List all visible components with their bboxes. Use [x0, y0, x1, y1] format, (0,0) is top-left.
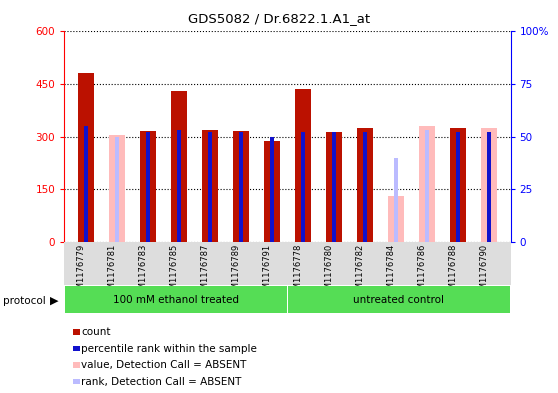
Text: GSM1176785: GSM1176785: [170, 244, 179, 300]
Text: ▶: ▶: [50, 296, 59, 306]
Bar: [450, 128, 465, 242]
Bar: [326, 132, 341, 242]
Bar: [295, 89, 311, 242]
Text: 100 mM ethanol treated: 100 mM ethanol treated: [113, 295, 239, 305]
Text: count: count: [81, 327, 110, 337]
Bar: [177, 130, 181, 242]
Bar: [363, 132, 367, 242]
Bar: [332, 132, 336, 242]
Bar: [419, 126, 435, 242]
Text: value, Detection Call = ABSENT: value, Detection Call = ABSENT: [81, 360, 247, 370]
Bar: [481, 128, 497, 242]
Text: GSM1176780: GSM1176780: [325, 244, 334, 300]
Text: GSM1176787: GSM1176787: [201, 244, 210, 300]
Text: GSM1176784: GSM1176784: [387, 244, 396, 300]
Bar: [270, 136, 274, 242]
Text: GSM1176781: GSM1176781: [108, 244, 117, 300]
Bar: [78, 73, 94, 242]
Bar: [171, 91, 186, 242]
Bar: [456, 132, 460, 242]
Bar: [115, 136, 119, 242]
Bar: [140, 131, 156, 242]
Bar: [264, 141, 280, 242]
Bar: [208, 132, 211, 242]
Bar: [301, 132, 305, 242]
Text: GSM1176783: GSM1176783: [139, 244, 148, 300]
Bar: [84, 126, 88, 242]
Text: GSM1176791: GSM1176791: [263, 244, 272, 300]
Text: GSM1176786: GSM1176786: [418, 244, 427, 300]
Text: GDS5082 / Dr.6822.1.A1_at: GDS5082 / Dr.6822.1.A1_at: [188, 12, 370, 25]
Bar: [288, 286, 510, 313]
Bar: [357, 128, 373, 242]
Text: percentile rank within the sample: percentile rank within the sample: [81, 343, 257, 354]
Bar: [388, 196, 403, 242]
Text: GSM1176778: GSM1176778: [294, 244, 303, 300]
Text: untreated control: untreated control: [353, 295, 445, 305]
Text: GSM1176789: GSM1176789: [232, 244, 241, 300]
Bar: [233, 131, 249, 242]
Bar: [65, 286, 287, 313]
Text: protocol: protocol: [3, 296, 46, 306]
Bar: [109, 135, 124, 242]
Text: rank, Detection Call = ABSENT: rank, Detection Call = ABSENT: [81, 376, 242, 387]
Text: GSM1176779: GSM1176779: [77, 244, 86, 300]
Text: GSM1176788: GSM1176788: [449, 244, 458, 300]
Bar: [202, 130, 218, 242]
Bar: [146, 132, 150, 242]
Text: GSM1176790: GSM1176790: [480, 244, 489, 300]
Bar: [394, 158, 398, 242]
Bar: [425, 130, 429, 242]
Bar: [239, 132, 243, 242]
Bar: [487, 132, 490, 242]
Text: GSM1176782: GSM1176782: [356, 244, 365, 300]
